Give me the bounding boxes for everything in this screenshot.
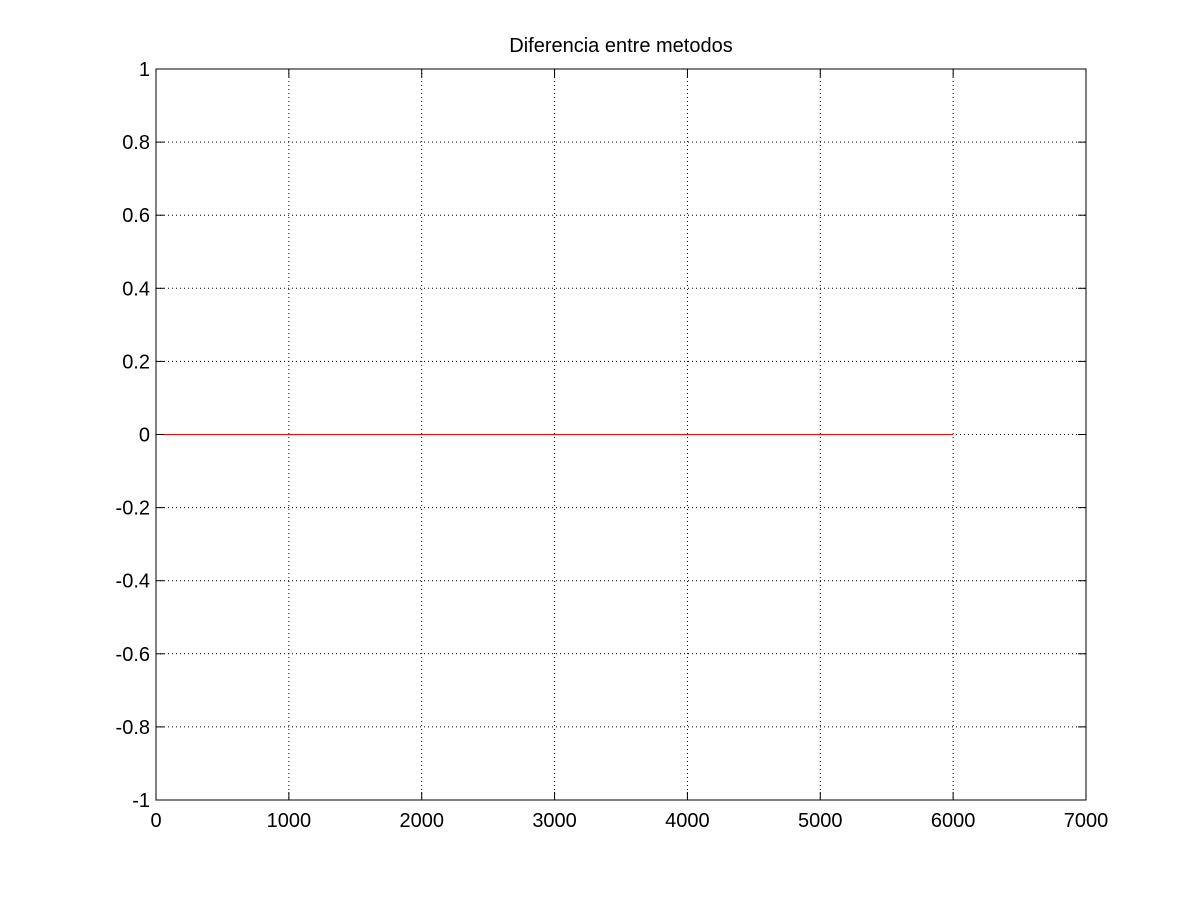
- x-tick-label: 1000: [267, 810, 312, 832]
- x-tick-label: 2000: [399, 810, 444, 832]
- x-tick-label: 4000: [665, 810, 710, 832]
- x-tick-label: 7000: [1064, 810, 1109, 832]
- y-tick-label: -0.6: [116, 644, 150, 666]
- x-tick-label: 5000: [798, 810, 843, 832]
- x-tick-label: 0: [150, 810, 161, 832]
- x-tick-label: 6000: [931, 810, 976, 832]
- y-tick-label: 0.4: [122, 278, 150, 300]
- y-tick-label: 0.6: [122, 205, 150, 227]
- x-tick-labels: 0 1000 2000 3000 4000 5000 6000 7000: [150, 810, 1108, 832]
- x-tick-label: 3000: [532, 810, 577, 832]
- y-tick-label: 0.8: [122, 132, 150, 154]
- y-tick-label: -0.2: [116, 498, 150, 520]
- y-tick-label: 0: [139, 425, 150, 447]
- ticks: [155, 68, 1087, 801]
- y-tick-label: -0.8: [116, 717, 150, 739]
- y-tick-label: 0.2: [122, 351, 150, 373]
- y-tick-label: -0.4: [116, 571, 150, 593]
- y-tick-labels: -1 -0.8 -0.6 -0.4 -0.2 0 0.2 0.4 0.6 0.8 1: [116, 59, 150, 812]
- chart-title: Diferencia entre metodos: [509, 35, 732, 57]
- y-tick-label: 1: [139, 59, 150, 81]
- y-tick-label: -1: [132, 790, 150, 812]
